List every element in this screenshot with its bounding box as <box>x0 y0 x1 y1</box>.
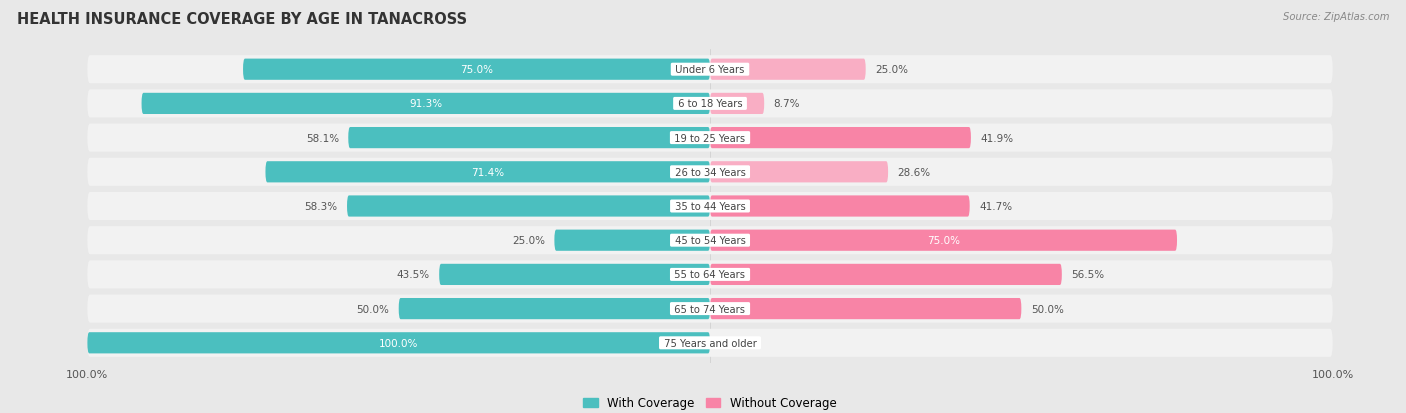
Text: 6 to 18 Years: 6 to 18 Years <box>675 99 745 109</box>
Text: 100.0%: 100.0% <box>380 338 419 348</box>
FancyBboxPatch shape <box>87 124 1333 152</box>
Text: 41.9%: 41.9% <box>980 133 1014 143</box>
FancyBboxPatch shape <box>710 264 1062 285</box>
Text: 41.7%: 41.7% <box>979 202 1012 211</box>
Text: 26 to 34 Years: 26 to 34 Years <box>672 167 748 177</box>
FancyBboxPatch shape <box>710 128 972 149</box>
Text: 58.3%: 58.3% <box>305 202 337 211</box>
Text: 35 to 44 Years: 35 to 44 Years <box>672 202 748 211</box>
Text: 25.0%: 25.0% <box>512 236 546 246</box>
Text: 8.7%: 8.7% <box>773 99 800 109</box>
FancyBboxPatch shape <box>87 329 1333 357</box>
FancyBboxPatch shape <box>87 159 1333 186</box>
Text: 58.1%: 58.1% <box>305 133 339 143</box>
Text: 91.3%: 91.3% <box>409 99 443 109</box>
Text: 43.5%: 43.5% <box>396 270 430 280</box>
Text: 19 to 25 Years: 19 to 25 Years <box>672 133 748 143</box>
Text: 75.0%: 75.0% <box>927 236 960 246</box>
FancyBboxPatch shape <box>710 94 765 115</box>
Text: 75 Years and older: 75 Years and older <box>661 338 759 348</box>
Legend: With Coverage, Without Coverage: With Coverage, Without Coverage <box>579 392 841 413</box>
FancyBboxPatch shape <box>243 59 710 81</box>
FancyBboxPatch shape <box>87 192 1333 221</box>
FancyBboxPatch shape <box>266 162 710 183</box>
FancyBboxPatch shape <box>710 230 1177 251</box>
FancyBboxPatch shape <box>710 298 1021 319</box>
FancyBboxPatch shape <box>142 94 710 115</box>
FancyBboxPatch shape <box>87 295 1333 323</box>
Text: 28.6%: 28.6% <box>897 167 931 177</box>
FancyBboxPatch shape <box>710 59 866 81</box>
FancyBboxPatch shape <box>87 90 1333 118</box>
FancyBboxPatch shape <box>710 162 889 183</box>
Text: 55 to 64 Years: 55 to 64 Years <box>672 270 748 280</box>
Text: 50.0%: 50.0% <box>1031 304 1063 314</box>
FancyBboxPatch shape <box>349 128 710 149</box>
Text: 50.0%: 50.0% <box>357 304 389 314</box>
FancyBboxPatch shape <box>710 196 970 217</box>
FancyBboxPatch shape <box>347 196 710 217</box>
Text: 75.0%: 75.0% <box>460 65 494 75</box>
Text: 25.0%: 25.0% <box>875 65 908 75</box>
Text: Source: ZipAtlas.com: Source: ZipAtlas.com <box>1282 12 1389 22</box>
Text: 65 to 74 Years: 65 to 74 Years <box>672 304 748 314</box>
FancyBboxPatch shape <box>554 230 710 251</box>
Text: 45 to 54 Years: 45 to 54 Years <box>672 236 748 246</box>
FancyBboxPatch shape <box>439 264 710 285</box>
FancyBboxPatch shape <box>87 332 710 354</box>
Text: HEALTH INSURANCE COVERAGE BY AGE IN TANACROSS: HEALTH INSURANCE COVERAGE BY AGE IN TANA… <box>17 12 467 27</box>
Text: Under 6 Years: Under 6 Years <box>672 65 748 75</box>
FancyBboxPatch shape <box>87 227 1333 254</box>
FancyBboxPatch shape <box>87 261 1333 289</box>
FancyBboxPatch shape <box>87 56 1333 84</box>
Text: 71.4%: 71.4% <box>471 167 505 177</box>
Text: 56.5%: 56.5% <box>1071 270 1104 280</box>
FancyBboxPatch shape <box>399 298 710 319</box>
